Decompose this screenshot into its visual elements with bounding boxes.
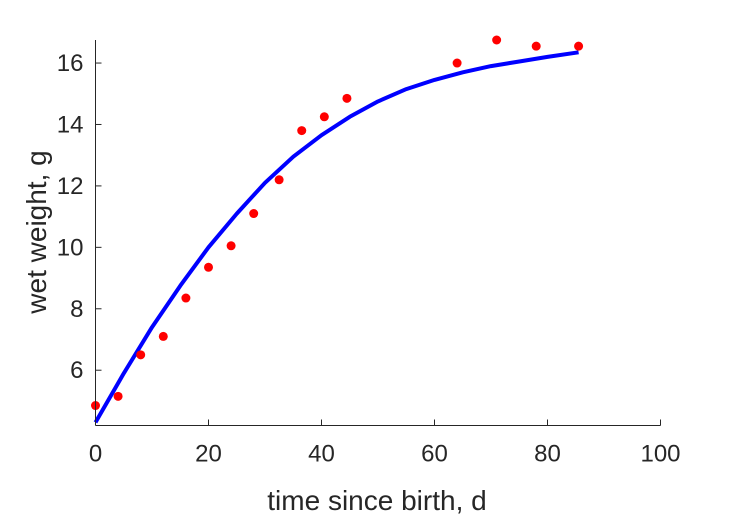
data-point bbox=[319, 112, 329, 122]
y-ticks: 6 8 10 12 14 16 bbox=[57, 50, 102, 384]
data-point bbox=[574, 41, 584, 51]
y-tick-label: 16 bbox=[57, 50, 84, 77]
data-point bbox=[226, 241, 236, 251]
data-point bbox=[274, 175, 284, 185]
x-tick-label: 20 bbox=[195, 441, 222, 468]
fit-curve bbox=[93, 50, 579, 424]
data-point bbox=[158, 331, 168, 341]
x-tick-label: 40 bbox=[308, 441, 335, 468]
y-tick-label: 8 bbox=[70, 296, 83, 323]
x-axis-label: time since birth, d bbox=[267, 485, 486, 516]
data-point bbox=[452, 58, 462, 68]
x-ticks: 0 20 40 60 80 100 bbox=[89, 419, 681, 468]
data-point bbox=[204, 262, 213, 272]
x-tick-label: 100 bbox=[640, 441, 680, 468]
data-point bbox=[136, 350, 146, 360]
data-point bbox=[297, 126, 307, 136]
data-point bbox=[181, 293, 191, 303]
x-tick-label: 0 bbox=[89, 441, 102, 468]
x-tick-label: 60 bbox=[421, 441, 448, 468]
y-tick-label: 14 bbox=[57, 111, 84, 138]
y-tick-label: 12 bbox=[57, 173, 84, 200]
x-tick-label: 80 bbox=[534, 441, 561, 468]
data-point bbox=[249, 209, 259, 219]
axes bbox=[95, 40, 661, 426]
data-point bbox=[492, 35, 502, 45]
y-tick-label: 10 bbox=[57, 234, 84, 261]
y-tick-label: 6 bbox=[70, 357, 83, 384]
data-point bbox=[113, 391, 123, 401]
y-axis-label: wet weight, g bbox=[21, 150, 52, 314]
data-point bbox=[342, 93, 352, 103]
data-point bbox=[531, 41, 541, 51]
plot-area bbox=[91, 35, 584, 424]
